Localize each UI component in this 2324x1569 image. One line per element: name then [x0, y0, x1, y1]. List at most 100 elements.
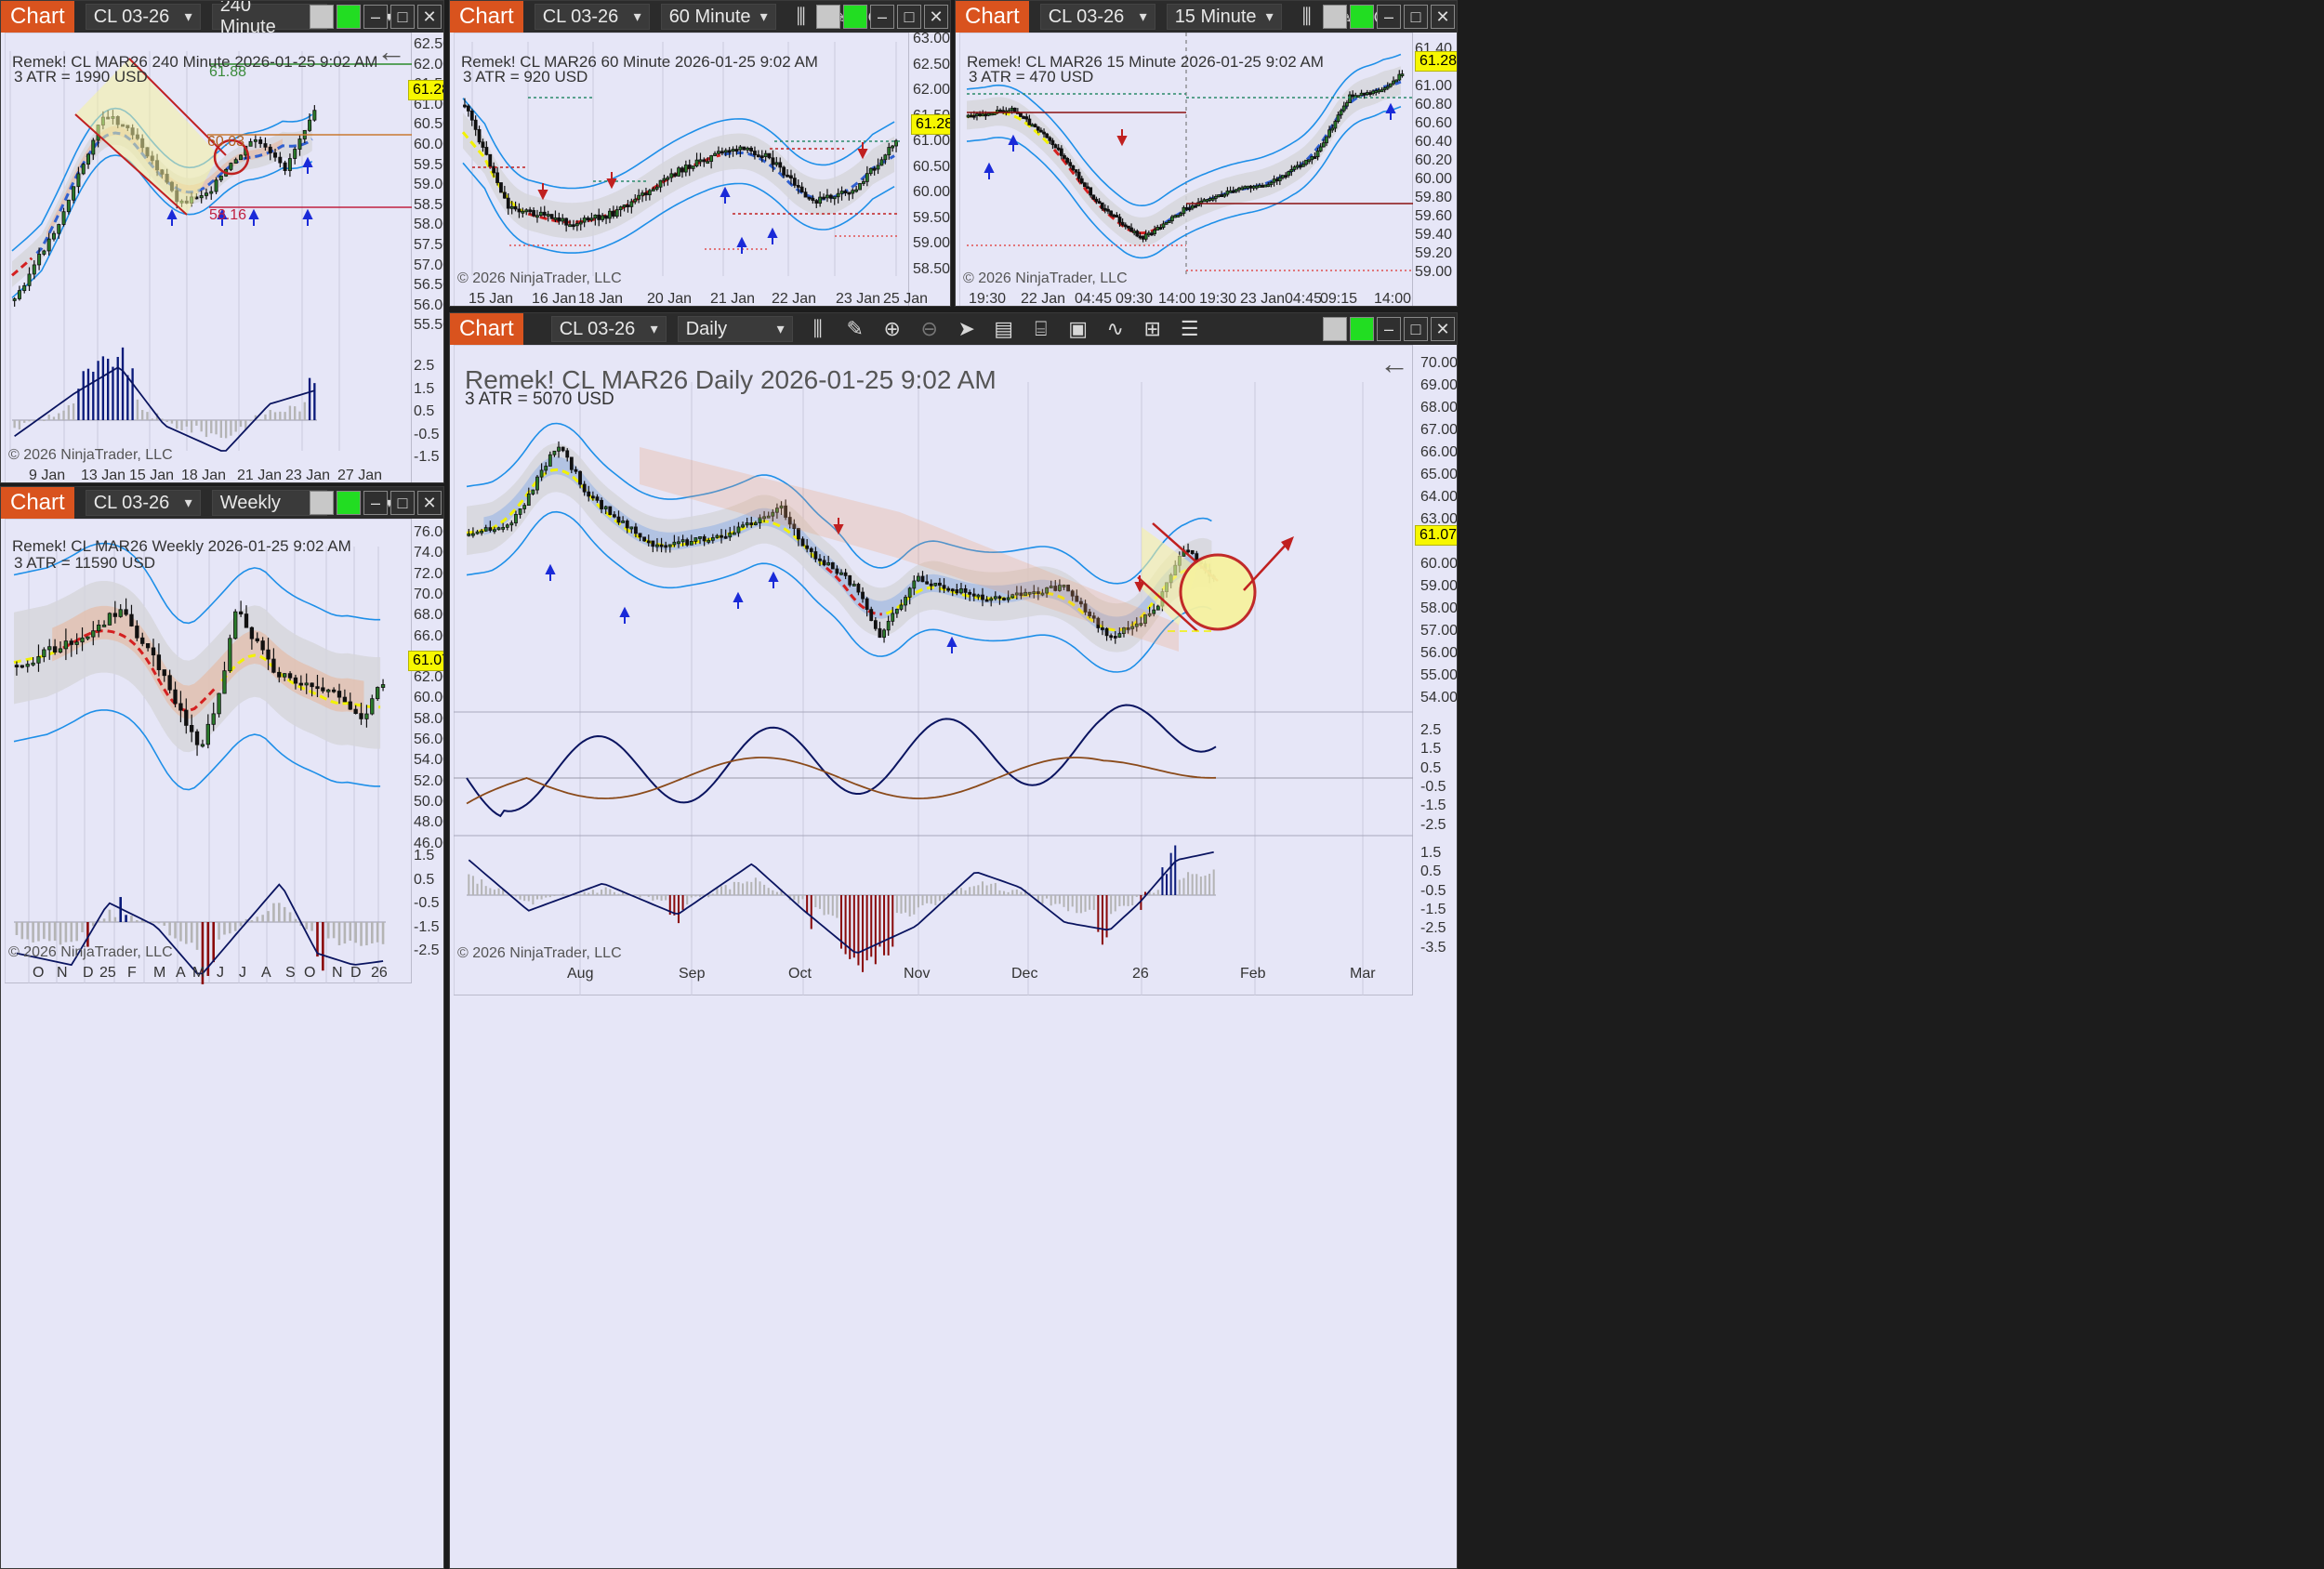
chart-style-icon[interactable]: ⫼	[812, 317, 823, 340]
screenshot-icon[interactable]: ▣	[1068, 317, 1089, 340]
timeframe-select[interactable]: 60 Minute ▾	[660, 4, 776, 30]
maximize-button[interactable]: □	[390, 491, 415, 515]
histogram-bar	[647, 895, 650, 897]
instrument-select[interactable]: CL 03-26 ▾	[550, 316, 667, 342]
candle-body	[756, 154, 760, 158]
axis-tick-label: 19:30	[969, 291, 1007, 307]
axis-tick-label: Aug	[567, 966, 594, 982]
close-button[interactable]: ✕	[924, 5, 948, 29]
chart-tab[interactable]: Chart	[956, 1, 1029, 33]
candle-body	[469, 111, 474, 121]
candle-body	[74, 641, 79, 645]
pointer-icon[interactable]: ➤	[957, 317, 975, 340]
timeframe-select[interactable]: Daily ▾	[677, 316, 793, 342]
chart-tab[interactable]: Chart	[1, 487, 74, 519]
candle-body	[1301, 164, 1305, 167]
link-color-button[interactable]	[1323, 5, 1347, 29]
link-green-button[interactable]	[337, 5, 361, 29]
timeframe-select[interactable]: 240 Minute▾	[211, 1, 327, 37]
candle-body	[509, 205, 514, 209]
maximize-button[interactable]: □	[1404, 317, 1428, 341]
zoom-out-icon[interactable]: ⊖	[920, 317, 938, 340]
chevron-down-icon: ▾	[633, 9, 641, 25]
pencil-icon[interactable]: ✎	[846, 317, 864, 340]
minimize-button[interactable]: –	[1377, 317, 1401, 341]
candle-body	[946, 587, 951, 591]
chart-window-daily: Chart CL 03-26 ▾ Daily ▾ ⫼ ✎ ⊕ ⊖ ➤ ▤ ⌸ ▣ ∿…	[449, 312, 1458, 1569]
chart-tab[interactable]: Chart	[1, 1, 74, 33]
link-green-button[interactable]	[337, 491, 361, 515]
histogram-bar	[140, 919, 144, 922]
zoom-in-icon[interactable]: ⊕	[883, 317, 901, 340]
link-green-button[interactable]	[1350, 5, 1374, 29]
price-panel[interactable]	[5, 519, 412, 1568]
histogram-bar	[229, 922, 231, 934]
close-button[interactable]: ✕	[1431, 5, 1455, 29]
link-green-button[interactable]	[1350, 317, 1374, 341]
link-color-button[interactable]	[310, 491, 334, 515]
price-panel[interactable]	[454, 33, 909, 306]
price-panel[interactable]	[959, 33, 1413, 306]
histogram-bar	[1003, 890, 1006, 895]
axis-tick-label: Oct	[788, 966, 812, 982]
candle-body	[1066, 585, 1071, 592]
chart-style-icon[interactable]: ⫼	[1301, 5, 1312, 28]
link-color-button[interactable]	[1323, 317, 1347, 341]
close-button[interactable]: ✕	[417, 491, 442, 515]
chart-tab[interactable]: Chart	[450, 1, 523, 33]
back-arrow-icon[interactable]: ←	[376, 34, 406, 68]
chart-style-icon[interactable]: ⫼	[796, 5, 806, 28]
histogram-bar	[759, 881, 761, 895]
histogram-bar	[1058, 895, 1061, 904]
chevron-down-icon[interactable]: ▾	[385, 9, 393, 25]
candle-body	[749, 147, 753, 152]
candle-body	[861, 591, 865, 600]
instrument-select[interactable]: CL 03-26 ▾	[85, 490, 201, 516]
link-color-button[interactable]	[310, 5, 334, 29]
minimize-button[interactable]: –	[363, 5, 388, 29]
minimize-button[interactable]: –	[1377, 5, 1401, 29]
strategy-icon[interactable]: ⊞	[1143, 317, 1161, 340]
price-panel[interactable]	[454, 345, 1413, 1568]
properties-icon[interactable]: ⌸	[1035, 317, 1048, 340]
candle-body	[1392, 80, 1395, 85]
indicator-icon[interactable]: ∿	[1106, 317, 1124, 340]
instrument-select[interactable]: CL 03-26 ▾	[85, 4, 201, 30]
link-color-button[interactable]	[816, 5, 840, 29]
axis-tick-label: 62.50	[913, 56, 951, 73]
minimize-button[interactable]: –	[363, 491, 388, 515]
histogram-bar	[527, 895, 530, 902]
list-icon[interactable]: ☰	[1180, 317, 1199, 340]
histogram-bar	[908, 895, 911, 916]
candle-body	[886, 620, 891, 631]
close-button[interactable]: ✕	[417, 5, 442, 29]
candle-body	[1274, 178, 1279, 182]
price-panel[interactable]	[5, 33, 412, 482]
timeframe-select[interactable]: Weekly▾	[211, 490, 327, 516]
candle-body	[1059, 148, 1063, 156]
maximize-button[interactable]: □	[897, 5, 921, 29]
candle-body	[278, 156, 283, 164]
histogram-bar	[926, 895, 929, 903]
minimize-button[interactable]: –	[870, 5, 894, 29]
link-green-button[interactable]	[843, 5, 867, 29]
close-button[interactable]: ✕	[1431, 317, 1455, 341]
candle-body	[248, 140, 253, 147]
instrument-select[interactable]: CL 03-26 ▾	[1039, 4, 1155, 30]
instrument-select[interactable]: CL 03-26 ▾	[534, 4, 650, 30]
chart-tab[interactable]: Chart	[450, 313, 523, 345]
candle-body	[830, 562, 835, 570]
signal-arrow-icon	[720, 186, 731, 204]
candle-body	[662, 178, 667, 181]
candle-body	[1228, 190, 1233, 193]
timeframe-select[interactable]: 15 Minute ▾	[1166, 4, 1282, 30]
upper-band-line	[966, 53, 1402, 207]
chevron-down-icon[interactable]: ▾	[385, 495, 393, 511]
candle-body	[706, 539, 711, 543]
maximize-button[interactable]: □	[1404, 5, 1428, 29]
data-box-icon[interactable]: ▤	[994, 317, 1014, 340]
maximize-button[interactable]: □	[390, 5, 415, 29]
candle-body	[720, 534, 723, 538]
back-arrow-icon[interactable]: ←	[1380, 347, 1409, 380]
candle-body	[758, 517, 762, 523]
